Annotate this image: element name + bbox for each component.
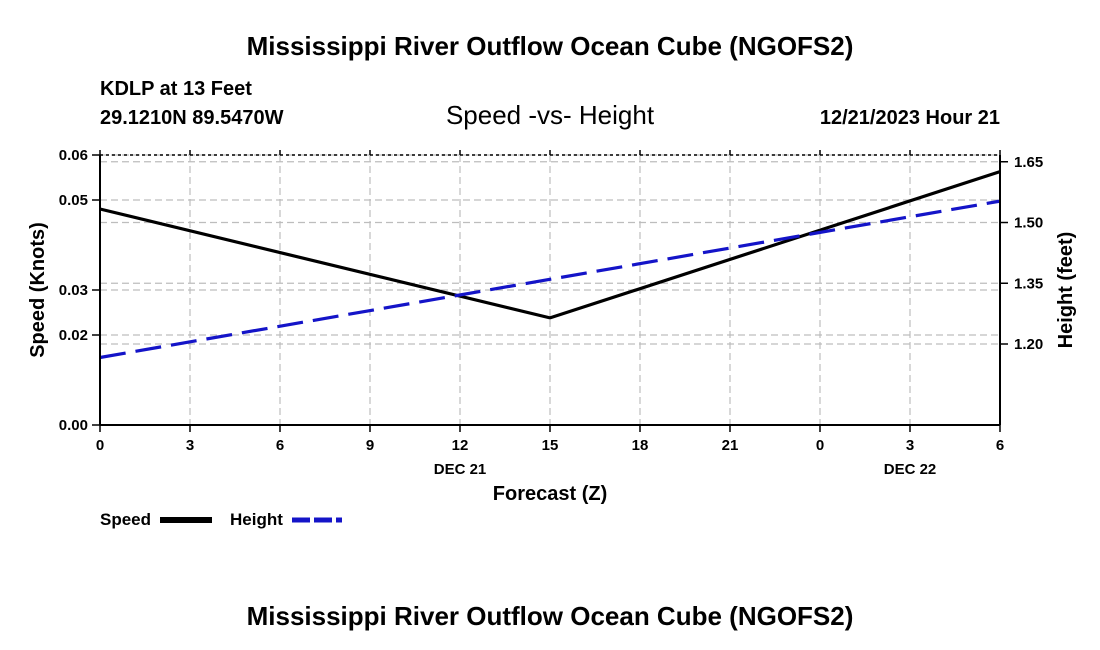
page-title: Mississippi River Outflow Ocean Cube (NG… [247,31,854,61]
legend-speed-label: Speed [100,510,151,529]
x-tick-label: 3 [906,437,914,454]
x-date-label: DEC 21 [434,461,487,478]
x-tick-label: 18 [632,437,649,454]
x-tick-label: 0 [96,437,104,454]
y2-tick-label: 1.35 [1014,275,1043,292]
x-tick-label: 0 [816,437,824,454]
series-line-height [99,199,1001,360]
series-line-speed [99,170,1001,320]
x-tick-label: 3 [186,437,194,454]
x-tick-label: 15 [542,437,559,454]
x-axis-label: Forecast (Z) [493,483,607,505]
y-tick-label: 0.05 [59,192,88,209]
y2-axis-label: Height (feet) [1055,232,1077,349]
x-date-label: DEC 22 [884,461,937,478]
y-tick-label: 0.03 [59,282,88,299]
axes [92,150,1008,432]
y-tick-label: 0.02 [59,327,88,344]
station-name-depth: KDLP at 13 Feet [100,78,252,100]
legend: Speed Height [100,510,342,529]
y2-tick-label: 1.20 [1014,336,1043,353]
y2-tick-label: 1.50 [1014,215,1043,232]
series-layer [99,170,1001,360]
station-coords: 29.1210N 89.5470W [100,107,284,129]
tick-labels: 0 3 6 9 12 15 18 21 0 3 6 DEC 21 DEC 22 0.00 0.02 0.03 0… [59,147,1043,478]
y-axis-label: Speed (Knots) [27,222,49,358]
x-tick-label: 6 [996,437,1004,454]
forecast-datetime: 12/21/2023 Hour 21 [820,107,1000,129]
footer-title: Mississippi River Outflow Ocean Cube (NG… [247,601,854,631]
grid [100,154,1001,425]
chart-title: Speed -vs- Height [446,100,655,130]
y-tick-label: 0.00 [59,417,88,434]
legend-height-label: Height [230,510,283,529]
x-tick-label: 12 [452,437,469,454]
x-tick-label: 9 [366,437,374,454]
y2-tick-label: 1.65 [1014,154,1043,171]
y-tick-label: 0.06 [59,147,88,164]
x-tick-label: 6 [276,437,284,454]
x-tick-label: 21 [722,437,739,454]
